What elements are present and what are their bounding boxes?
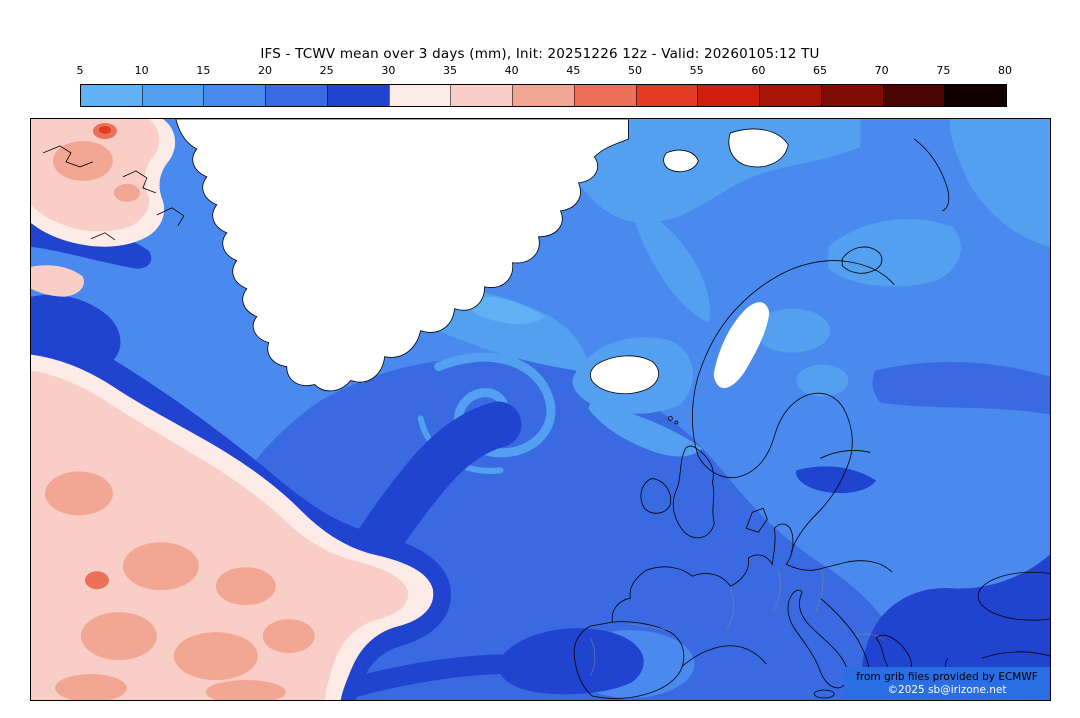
colorbar-segment bbox=[820, 85, 883, 106]
colorbar-tick-label: 30 bbox=[381, 64, 396, 77]
turkey-north-coast bbox=[981, 651, 1050, 659]
colorbar-segment bbox=[635, 85, 698, 106]
colorbar-segment bbox=[203, 85, 266, 106]
gulf-of-finland bbox=[820, 450, 871, 459]
adriatic-coast bbox=[819, 597, 871, 675]
white-sea bbox=[841, 246, 883, 274]
colorbar-segment bbox=[573, 85, 636, 106]
norway-coast bbox=[691, 260, 895, 457]
colorbar-tick-label: 65 bbox=[813, 64, 827, 77]
novaya-zemlya-coast bbox=[913, 138, 950, 212]
colorbar-segment bbox=[141, 85, 204, 106]
colorbar-segment bbox=[326, 85, 389, 106]
map-title: IFS - TCWV mean over 3 days (mm), Init: … bbox=[260, 46, 820, 62]
colorbar bbox=[80, 84, 1007, 107]
canada-coast bbox=[156, 207, 185, 227]
canada-coast bbox=[42, 145, 94, 168]
colorbar-tick-label: 20 bbox=[258, 64, 272, 77]
colorbar-tick-label: 70 bbox=[874, 64, 889, 77]
black-sea-coast bbox=[977, 571, 1050, 621]
colorbar-segment bbox=[81, 85, 142, 106]
faroe-islands bbox=[667, 416, 673, 421]
colorbar-tick-label: 45 bbox=[566, 64, 581, 77]
colorbar-segment bbox=[882, 85, 945, 106]
colorbar-segment bbox=[388, 85, 451, 106]
colorbar-tick-label: 80 bbox=[998, 64, 1012, 77]
norway-mountain-dry-strip bbox=[713, 302, 770, 389]
map-canvas: from grib files provided by ECMWF ©2025 … bbox=[30, 118, 1051, 701]
denmark-coast bbox=[745, 507, 768, 533]
colorbar-tick-label: 40 bbox=[504, 64, 519, 77]
faroe-islands bbox=[674, 420, 679, 425]
north-europe-coast bbox=[646, 523, 893, 587]
greenland-landmass bbox=[175, 119, 629, 392]
colorbar-tick-label: 5 bbox=[76, 64, 84, 77]
colorbar-tick-label: 10 bbox=[134, 64, 149, 77]
attribution-copyright: ©2025 sb@irizone.net bbox=[887, 684, 1007, 696]
colorbar-segment bbox=[450, 85, 513, 106]
sicily-coast bbox=[813, 689, 835, 699]
colorbar-segment bbox=[512, 85, 574, 106]
colorbar-tick-label: 35 bbox=[443, 64, 457, 77]
arctic-island bbox=[663, 149, 699, 173]
colorbar-ticks: 5 10 15 20 25 30 35 40 45 50 55 60 65 70 75 80 bbox=[76, 64, 1013, 77]
colorbar-tick-label: 55 bbox=[689, 64, 704, 77]
great-britain-coast bbox=[672, 445, 715, 539]
ireland-coast bbox=[640, 478, 672, 514]
light-blue-patches bbox=[378, 119, 1050, 699]
moist-region-topleft bbox=[31, 119, 176, 297]
attribution-box: from grib files provided by ECMWF ©2025 … bbox=[844, 667, 1050, 700]
svalbard-island bbox=[728, 128, 789, 168]
colorbar-tick-label: 50 bbox=[628, 64, 642, 77]
dry-white-regions bbox=[175, 119, 883, 395]
biscay-coast bbox=[611, 569, 647, 623]
map-svg bbox=[31, 119, 1050, 700]
country-borders bbox=[590, 570, 885, 677]
colorbar-segment bbox=[697, 85, 760, 106]
colorbar-tick-label: 60 bbox=[751, 64, 766, 77]
italy-coast bbox=[787, 589, 848, 689]
coastlines bbox=[42, 138, 1050, 699]
colorbar-tick-label: 25 bbox=[319, 64, 334, 77]
colorbar-segment bbox=[759, 85, 821, 106]
iberia-coast bbox=[573, 621, 685, 699]
baltic-coast bbox=[697, 392, 853, 553]
iceland-island bbox=[589, 355, 659, 395]
moist-region-lowerleft bbox=[31, 354, 434, 700]
attribution-provider: from grib files provided by ECMWF bbox=[856, 671, 1038, 683]
colorbar-tick-label: 15 bbox=[196, 64, 211, 77]
colorbar-tick-label: 75 bbox=[936, 64, 951, 77]
mediterranean-france-coast bbox=[682, 645, 767, 667]
colorbar-segment bbox=[265, 85, 327, 106]
canada-coast bbox=[122, 170, 157, 194]
canada-coast bbox=[90, 232, 116, 241]
colorbar-segment bbox=[944, 85, 1007, 106]
